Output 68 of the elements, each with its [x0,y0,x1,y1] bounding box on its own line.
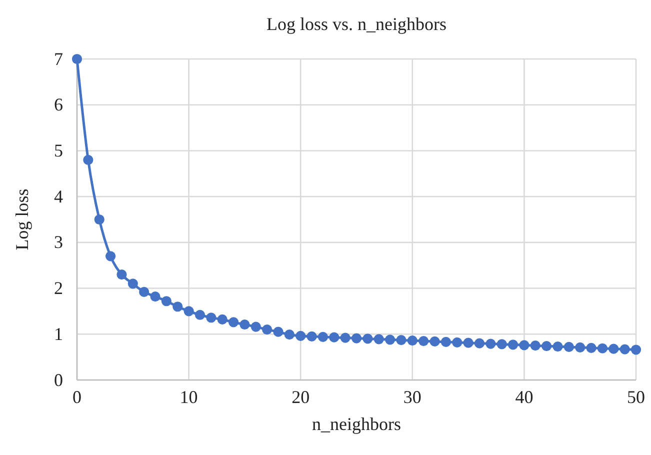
point [396,335,406,346]
point [374,334,384,344]
point [94,214,104,225]
x-tick-label: 30 [403,386,422,407]
y-tick-label: 5 [54,140,63,160]
point [474,338,485,348]
point [508,340,518,350]
y-tick-label: 0 [54,370,63,390]
point [496,339,507,350]
point [351,333,362,344]
point [217,314,228,325]
y-tick-label: 1 [54,324,63,344]
y-axis-title: Log loss [12,188,32,250]
point [463,338,474,348]
point [240,319,250,330]
y-tick-label: 6 [54,94,63,115]
point [362,334,373,344]
point [150,292,160,302]
point [194,310,206,320]
point [452,337,462,348]
point [340,332,350,343]
point [564,342,574,352]
point [128,278,138,289]
point [519,340,530,350]
point [116,269,127,280]
point [586,342,596,353]
x-tick-label: 40 [515,386,534,407]
y-tick-label: 2 [54,278,63,298]
point [250,322,261,332]
point [486,338,496,349]
point [608,344,619,354]
y-tick-label: 4 [54,186,63,206]
x-tick-label: 50 [627,386,645,407]
point [542,341,552,352]
x-tick-label: 10 [180,386,198,407]
point [630,344,642,355]
y-tick-label: 3 [54,232,63,252]
point [552,341,563,352]
x-tick-label: 0 [72,386,82,407]
point [206,312,216,323]
point [530,340,540,351]
point [318,332,328,342]
point [418,336,429,346]
x-tick-label: 20 [292,386,310,407]
point [440,336,451,347]
point [329,332,340,342]
chart-title: Log loss vs. n_neighbors [266,14,446,34]
point [262,324,272,335]
point [575,342,586,352]
point [306,331,317,342]
point [72,54,82,64]
point [273,326,284,337]
point [296,330,306,342]
x-axis-title: n_neighbors [312,414,401,434]
point [384,334,396,345]
point [597,343,608,354]
point [139,286,150,297]
y-tick-label: 7 [54,48,63,69]
point [161,296,172,306]
point [284,330,294,340]
point [184,306,194,316]
point [172,302,183,312]
point [620,344,630,354]
point [105,251,116,262]
point [83,154,94,165]
point [407,336,418,346]
point [430,336,440,347]
point [228,317,239,328]
